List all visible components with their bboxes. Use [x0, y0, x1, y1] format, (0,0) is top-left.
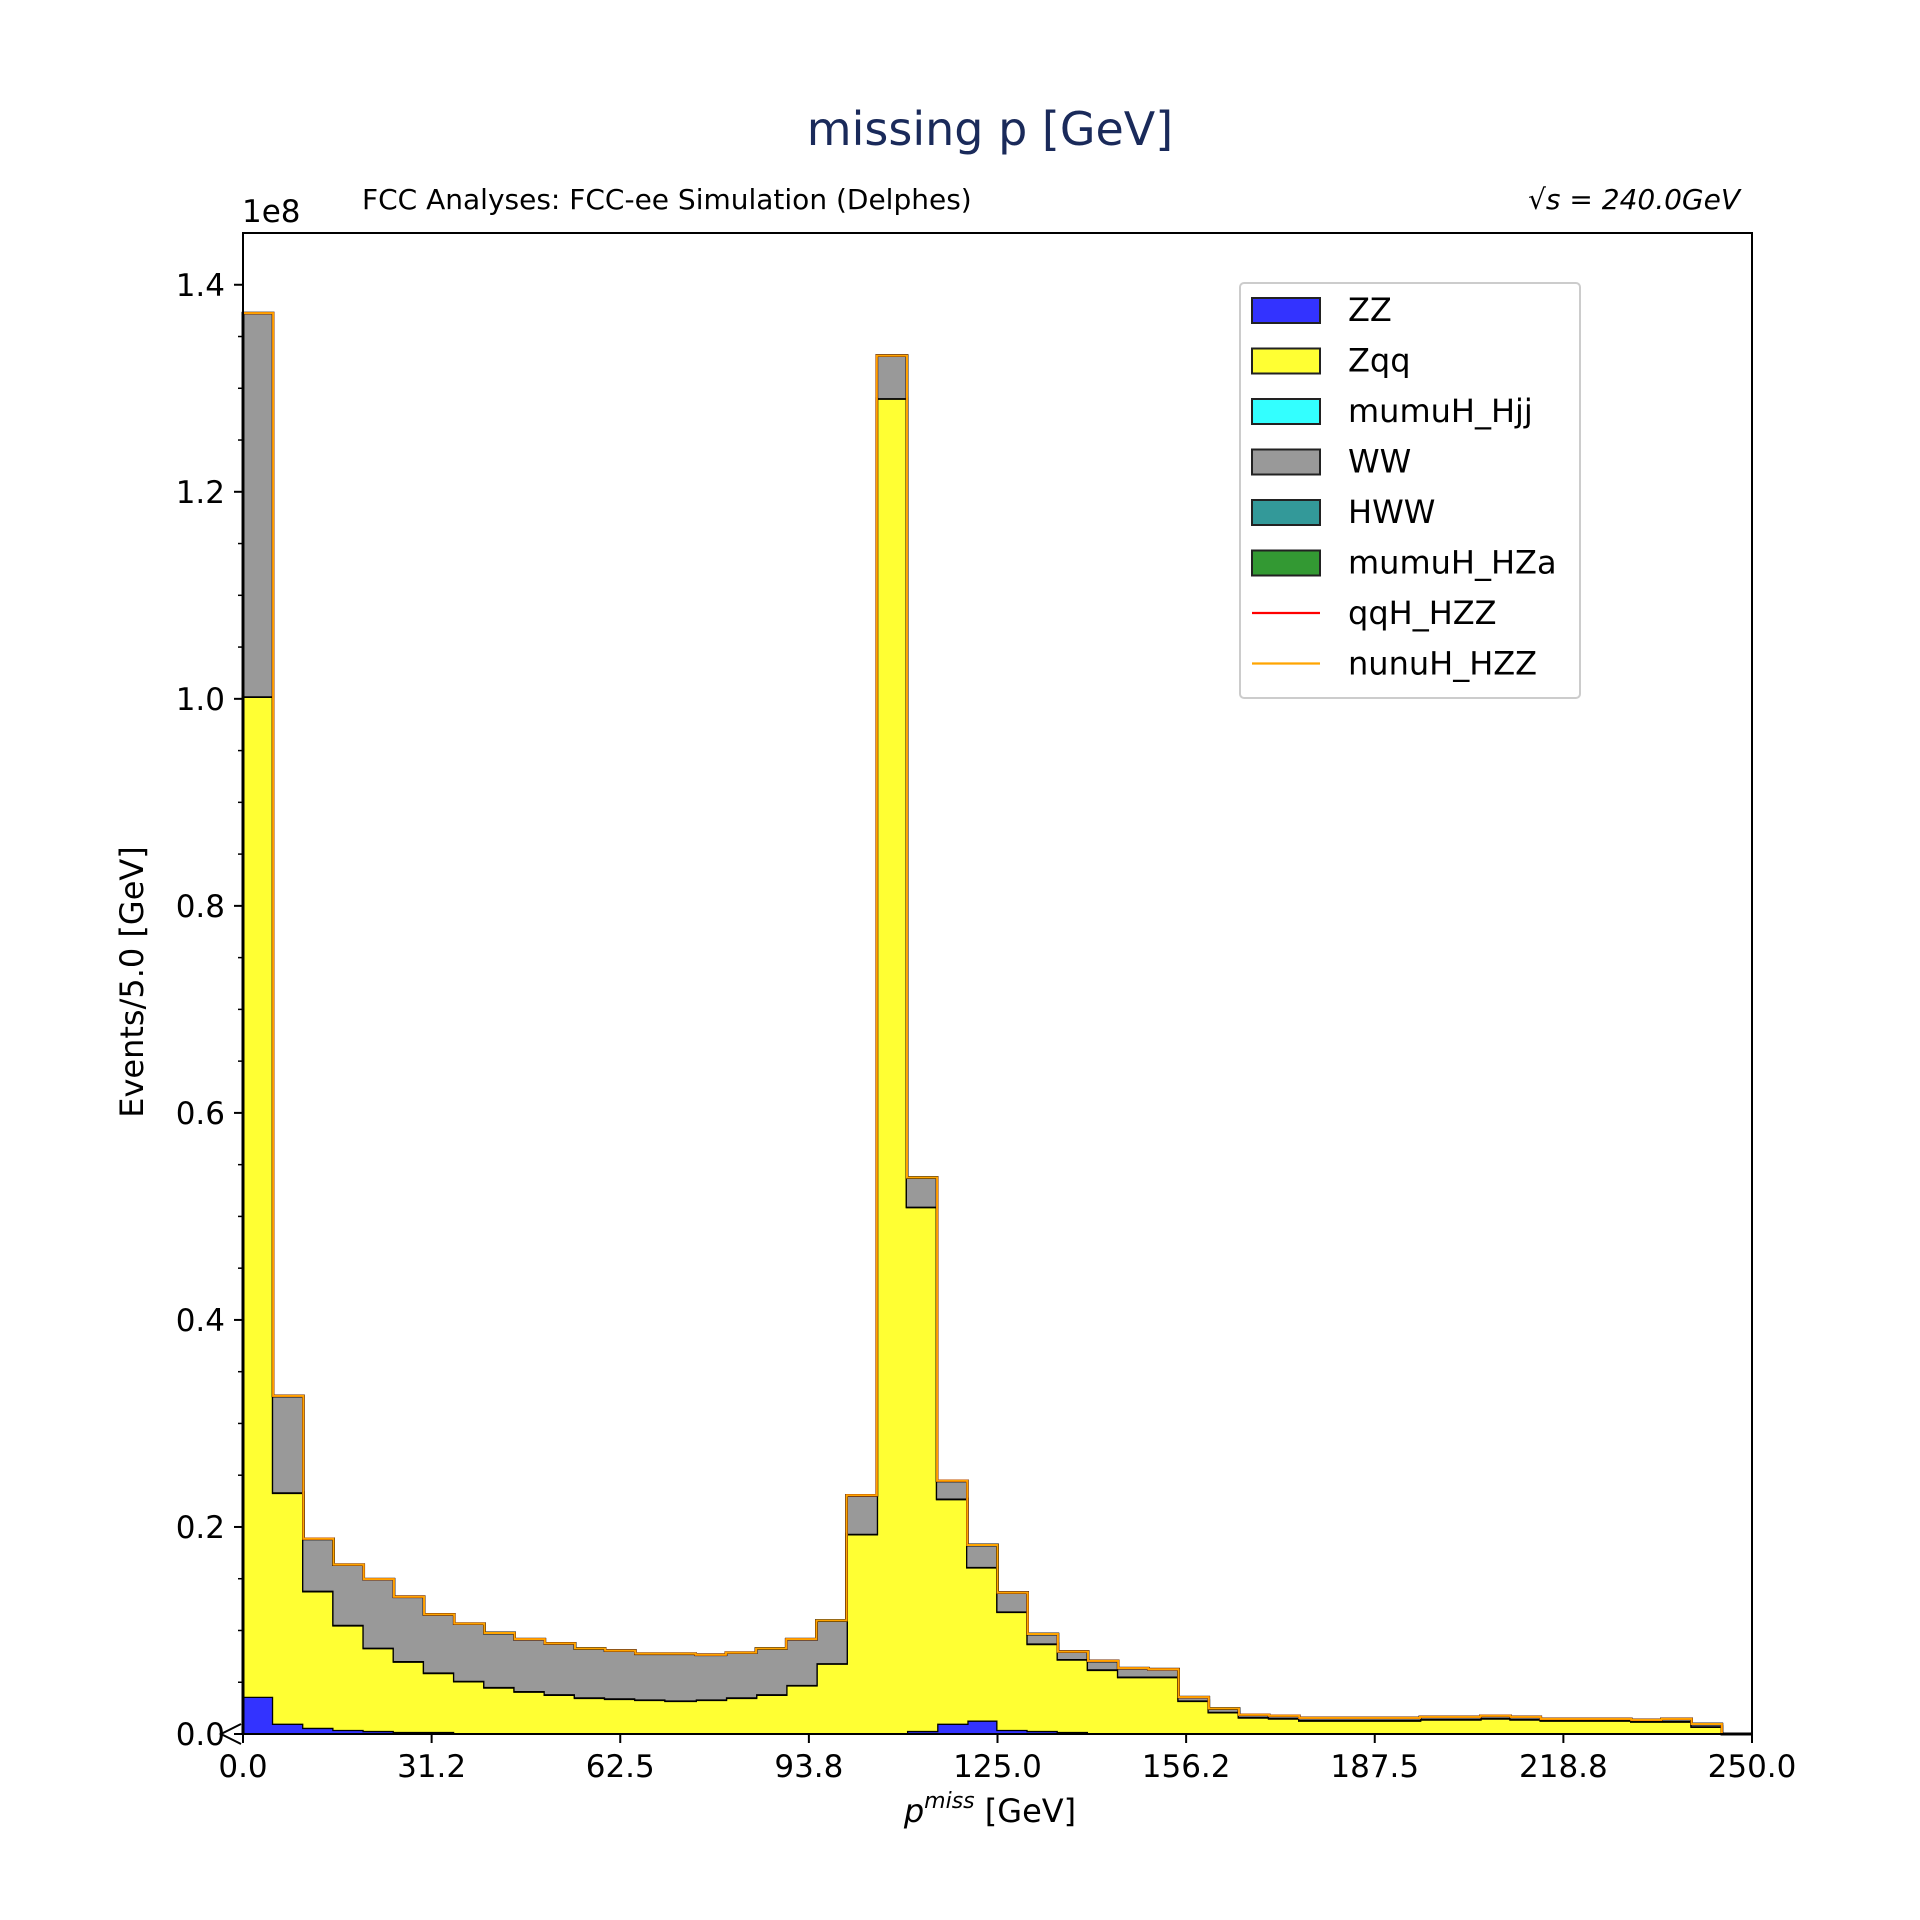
legend-item-nunuH_HZZ: nunuH_HZZ — [1252, 645, 1537, 683]
y-tick-label: 1.4 — [176, 268, 225, 304]
y-tick-label: 0.0 — [176, 1717, 225, 1753]
legend-item-mumuH_Hjj: mumuH_Hjj — [1251, 392, 1533, 430]
legend-swatch — [1251, 297, 1321, 324]
x-tick-label: 156.2 — [1142, 1749, 1231, 1785]
legend-label: qqH_HZZ — [1348, 594, 1497, 632]
y-tick-label: 1.2 — [176, 475, 225, 511]
legend-item-WW: WW — [1251, 443, 1411, 481]
y-tick-label: 0.8 — [176, 889, 225, 925]
plot-area — [241, 311, 1752, 1736]
series-line-nunuH_HZZ — [243, 312, 1752, 1735]
legend-label: HWW — [1348, 493, 1435, 531]
legend-swatch — [1251, 448, 1321, 476]
x-tick-label: 187.5 — [1330, 1749, 1419, 1785]
origin-marker — [218, 1723, 242, 1745]
x-tick-label: 62.5 — [586, 1749, 655, 1785]
legend: ZZ Zqq mumuH_Hjj WW HWW mumuH_HZa qqH_HZZ nunuH… — [1239, 282, 1581, 699]
legend-swatch — [1251, 499, 1321, 526]
legend-item-ZZ: ZZ — [1251, 291, 1392, 329]
legend-label: nunuH_HZZ — [1348, 645, 1537, 683]
y-tick-label: 0.4 — [176, 1303, 225, 1339]
legend-box — [1239, 282, 1581, 699]
legend-label: mumuH_HZa — [1348, 544, 1557, 582]
legend-swatch — [1251, 347, 1321, 375]
x-axis-label: pmiss [GeV] — [903, 1789, 1076, 1830]
legend-item-mumuH_HZa: mumuH_HZa — [1251, 544, 1557, 582]
x-tick-label: 125.0 — [953, 1749, 1042, 1785]
chart-subtitle-right: √s = 240.0GeV — [1528, 183, 1742, 216]
x-axis-label-unit: [GeV] — [975, 1792, 1077, 1830]
legend-label: ZZ — [1348, 291, 1392, 329]
axes: 0.0 31.2 62.5 93.8 125.0 156.2 187.5 218.8 250.0… — [176, 232, 1797, 1785]
y-offset-text: 1e8 — [242, 194, 301, 230]
y-tick-label: 1.0 — [176, 682, 225, 718]
legend-label: WW — [1348, 443, 1411, 481]
x-tick-label: 250.0 — [1708, 1749, 1797, 1785]
chart-subtitle-left: FCC Analyses: FCC-ee Simulation (Delphes… — [362, 183, 972, 216]
x-tick-label: 93.8 — [774, 1749, 843, 1785]
y-tick-label: 0.6 — [176, 1096, 225, 1132]
legend-item-qqH_HZZ: qqH_HZZ — [1252, 594, 1497, 632]
x-tick-label: 31.2 — [397, 1749, 466, 1785]
legend-label: Zqq — [1348, 342, 1411, 380]
legend-swatch — [1251, 398, 1321, 425]
x-tick-label: 218.8 — [1519, 1749, 1608, 1785]
legend-label: mumuH_Hjj — [1348, 392, 1533, 430]
legend-item-HWW: HWW — [1251, 493, 1435, 531]
x-axis-label-sup: miss — [924, 1789, 974, 1814]
chart-title: missing p [GeV] — [807, 102, 1173, 156]
y-tick-label: 0.2 — [176, 1510, 225, 1546]
x-tick-label: 0.0 — [218, 1749, 267, 1785]
x-axis-label-main: p — [903, 1792, 924, 1830]
legend-swatch — [1251, 549, 1321, 577]
y-axis-label: Events/5.0 [GeV] — [113, 846, 151, 1118]
legend-item-Zqq: Zqq — [1251, 342, 1411, 380]
